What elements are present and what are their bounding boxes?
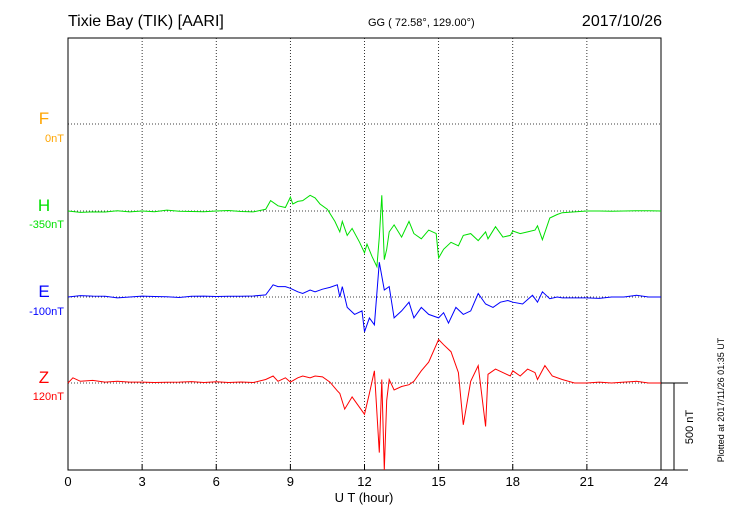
channel-label-Z: Z bbox=[39, 368, 49, 387]
channel-label-E: E bbox=[38, 282, 49, 301]
x-tick-label: 3 bbox=[139, 474, 146, 489]
x-axis-ticks: 0 3 6 9 12 15 18 21 24 bbox=[64, 464, 668, 489]
date-label: 2017/10/26 bbox=[582, 13, 662, 30]
x-tick-label: 0 bbox=[64, 474, 71, 489]
channel-baseline-E: -100nT bbox=[29, 306, 64, 318]
traces bbox=[67, 194, 662, 471]
trace-Z bbox=[67, 338, 661, 471]
x-tick-label: 15 bbox=[431, 474, 445, 489]
x-tick-label: 9 bbox=[287, 474, 294, 489]
x-tick-label: 6 bbox=[213, 474, 220, 489]
x-tick-label: 24 bbox=[654, 474, 668, 489]
channel-label-H: H bbox=[38, 196, 50, 215]
station-coords: GG ( 72.58°, 129.00°) bbox=[368, 17, 475, 29]
trace-E bbox=[67, 262, 661, 332]
x-axis-label: U T (hour) bbox=[335, 490, 394, 505]
channel-baseline-H: -350nT bbox=[29, 219, 64, 231]
grid bbox=[68, 38, 661, 470]
station-title: Tixie Bay (TIK) [AARI] bbox=[68, 13, 224, 30]
x-tick-label: 18 bbox=[506, 474, 520, 489]
plot-timestamp: Plotted at 2017/11/26 01:35 UT bbox=[716, 337, 726, 462]
x-tick-label: 21 bbox=[580, 474, 594, 489]
trace-H bbox=[67, 194, 662, 269]
scale-label: 500 nT bbox=[684, 410, 696, 445]
x-tick-label: 12 bbox=[357, 474, 371, 489]
channel-baseline-Z: 120nT bbox=[33, 391, 64, 403]
channel-baseline-F: 0nT bbox=[45, 133, 64, 145]
channel-label-F: F bbox=[39, 109, 49, 128]
channel-labels: F 0nT H -350nT E -100nT Z 120nT bbox=[29, 109, 64, 403]
